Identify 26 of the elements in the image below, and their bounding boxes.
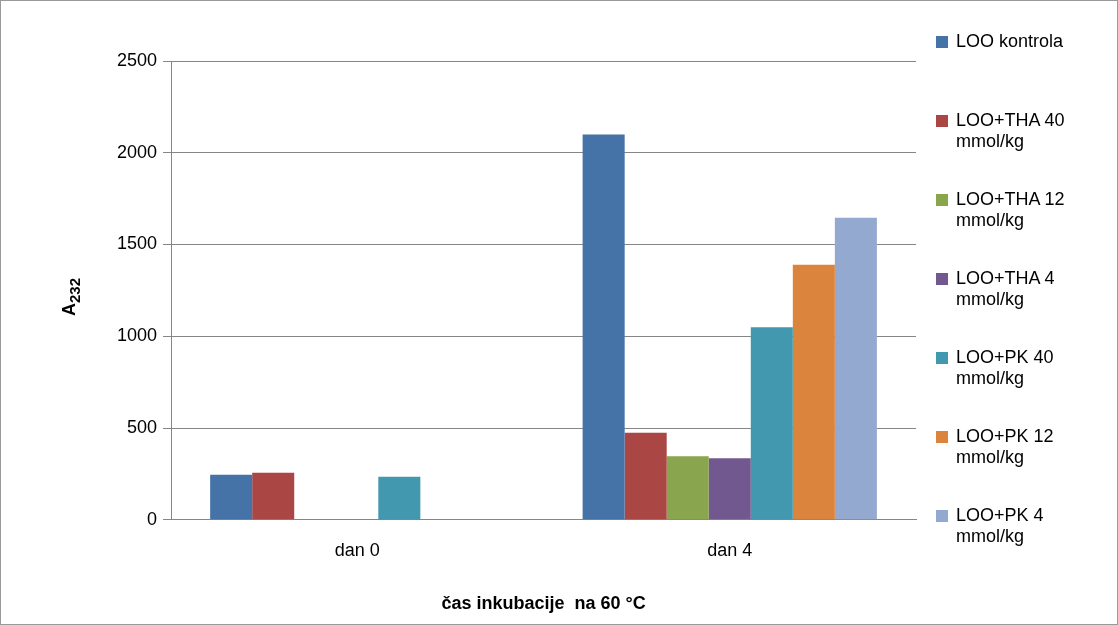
legend-label: LOO+PK 4 mmol/kg — [956, 505, 1045, 547]
bar — [378, 476, 421, 520]
bar — [210, 474, 253, 520]
legend-label: LOO+THA 4 mmol/kg — [956, 268, 1056, 310]
x-tick-label: dan 0 — [334, 539, 380, 560]
bar — [624, 432, 667, 520]
bar — [792, 264, 835, 520]
legend-label: LOO+PK 40 mmol/kg — [956, 347, 1055, 389]
x-axis-title: čas inkubacije na 60 °C — [441, 593, 646, 614]
y-tick-label: 0 — [147, 508, 158, 529]
bar — [252, 472, 295, 520]
legend-label: LOO+PK 12 mmol/kg — [956, 426, 1055, 468]
y-tick-label: 1500 — [117, 233, 158, 254]
y-tick-label: 2000 — [117, 141, 158, 162]
bar — [750, 327, 793, 520]
legend-label: LOO+THA 12 mmol/kg — [956, 189, 1066, 231]
bar — [582, 134, 625, 520]
y-tick-label: 1000 — [117, 325, 158, 346]
bar — [834, 217, 877, 520]
x-tick-label: dan 4 — [707, 539, 753, 560]
bar — [666, 456, 709, 520]
bar — [708, 458, 751, 520]
y-tick-label: 2500 — [117, 49, 158, 70]
legend-label: LOO kontrola — [956, 31, 1064, 52]
legend-label: LOO+THA 40 mmol/kg — [956, 110, 1066, 152]
y-tick-label: 500 — [127, 417, 158, 438]
